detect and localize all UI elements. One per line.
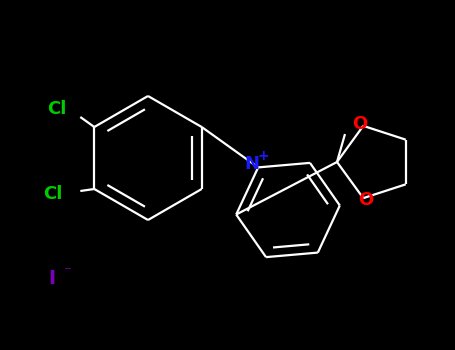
Text: N: N bbox=[245, 155, 260, 173]
Text: Cl: Cl bbox=[47, 100, 66, 118]
Text: O: O bbox=[358, 191, 373, 209]
Text: +: + bbox=[258, 149, 269, 163]
Text: Cl: Cl bbox=[43, 185, 62, 203]
Text: O: O bbox=[352, 115, 367, 133]
Text: ⁻: ⁻ bbox=[64, 265, 72, 280]
Text: I: I bbox=[48, 268, 56, 287]
